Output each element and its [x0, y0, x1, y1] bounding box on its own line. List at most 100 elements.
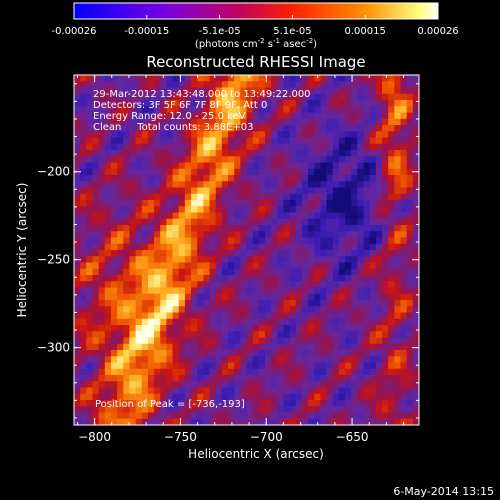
heatmap-cell — [320, 225, 328, 232]
heatmap-cell — [400, 318, 408, 326]
heatmap-cell — [264, 306, 272, 314]
heatmap-cell — [369, 93, 377, 101]
heatmap-cell — [375, 131, 383, 139]
heatmap-cell — [98, 250, 106, 257]
heatmap-cell — [271, 93, 278, 101]
heatmap-cell — [234, 381, 241, 389]
heatmap-cell — [363, 400, 371, 407]
heatmap-cell — [308, 337, 315, 345]
heatmap-cell — [98, 306, 106, 314]
heatmap-cell — [117, 243, 124, 251]
heatmap-cell — [289, 418, 297, 425]
heatmap-cell — [86, 368, 94, 376]
heatmap-cell — [382, 87, 389, 95]
heatmap-cell — [98, 393, 106, 401]
heatmap-cell — [406, 237, 414, 245]
heatmap-cell — [178, 212, 186, 220]
heatmap-cell — [400, 243, 408, 251]
heatmap-cell — [147, 143, 155, 151]
heatmap-cell — [80, 381, 87, 389]
heatmap-cell — [289, 406, 297, 414]
heatmap-cell — [129, 168, 137, 176]
heatmap-cell — [221, 193, 229, 201]
heatmap-cell — [178, 306, 186, 314]
heatmap-cell — [382, 318, 389, 326]
heatmap-cell — [135, 125, 143, 132]
heatmap-cell — [74, 393, 81, 401]
heatmap-cell — [98, 343, 106, 351]
heatmap-cell — [203, 318, 211, 326]
heatmap-cell — [191, 175, 198, 182]
heatmap-cell — [277, 256, 285, 264]
heatmap-cell — [203, 362, 211, 370]
heatmap-cell — [363, 162, 371, 170]
heatmap-cell — [277, 187, 285, 195]
heatmap-cell — [221, 237, 229, 245]
heatmap-cell — [80, 193, 87, 201]
heatmap-cell — [338, 300, 346, 307]
colorbar-tick-label: 0.00015 — [345, 26, 386, 37]
heatmap-cell — [351, 293, 358, 301]
heatmap-cell — [147, 131, 155, 139]
heatmap-cell — [326, 106, 334, 114]
heatmap-cell — [80, 362, 87, 370]
heatmap-cell — [228, 343, 235, 351]
heatmap-cell — [141, 368, 149, 376]
heatmap-cell — [240, 287, 248, 295]
heatmap-cell — [110, 293, 118, 301]
heatmap-cell — [388, 393, 395, 401]
heatmap-cell — [351, 231, 358, 239]
heatmap-cell — [345, 218, 352, 226]
heatmap-cell — [412, 387, 419, 395]
heatmap-cell — [234, 187, 241, 195]
heatmap-cell — [351, 325, 358, 332]
heatmap-cell — [271, 256, 278, 264]
heatmap-cell — [338, 418, 346, 425]
heatmap-cell — [332, 406, 340, 414]
heatmap-cell — [129, 81, 137, 89]
heatmap-cell — [406, 368, 414, 376]
heatmap-cell — [320, 175, 328, 182]
heatmap-cell — [129, 306, 137, 314]
heatmap-cell — [172, 162, 180, 170]
heatmap-cell — [258, 275, 266, 282]
heatmap-cell — [92, 337, 100, 345]
heatmap-cell — [246, 250, 254, 257]
heatmap-cell — [110, 418, 118, 425]
heatmap-cell — [215, 256, 223, 264]
heatmap-cell — [123, 312, 131, 320]
heatmap-cell — [308, 225, 315, 232]
heatmap-cell — [147, 87, 155, 95]
heatmap-cell — [92, 187, 100, 195]
heatmap-cell — [178, 381, 186, 389]
heatmap-cell — [388, 175, 395, 182]
heatmap-cell — [369, 156, 377, 164]
heatmap-cell — [363, 137, 371, 145]
heatmap-cell — [406, 300, 414, 307]
heatmap-cell — [141, 156, 149, 164]
heatmap-cell — [117, 100, 124, 107]
heatmap-cell — [258, 325, 266, 332]
heatmap-cell — [375, 200, 383, 207]
heatmap-cell — [271, 150, 278, 157]
heatmap-cell — [110, 412, 118, 420]
heatmap-cell — [166, 287, 174, 295]
heatmap-cell — [117, 168, 124, 176]
heatmap-cell — [104, 193, 112, 201]
heatmap-cell — [308, 381, 315, 389]
heatmap-cell — [283, 312, 291, 320]
heatmap-cell — [369, 100, 377, 107]
heatmap-cell — [277, 400, 285, 407]
heatmap-cell — [320, 93, 328, 101]
heatmap-cell — [110, 118, 118, 126]
heatmap-cell — [129, 150, 137, 157]
heatmap-cell — [80, 156, 87, 164]
heatmap-cell — [412, 156, 419, 164]
heatmap-cell — [308, 393, 315, 401]
heatmap-cell — [351, 100, 358, 107]
heatmap-cell — [166, 168, 174, 176]
heatmap-cell — [258, 337, 266, 345]
heatmap-cell — [221, 206, 229, 214]
heatmap-cell — [345, 368, 352, 376]
heatmap-cell — [86, 150, 94, 157]
